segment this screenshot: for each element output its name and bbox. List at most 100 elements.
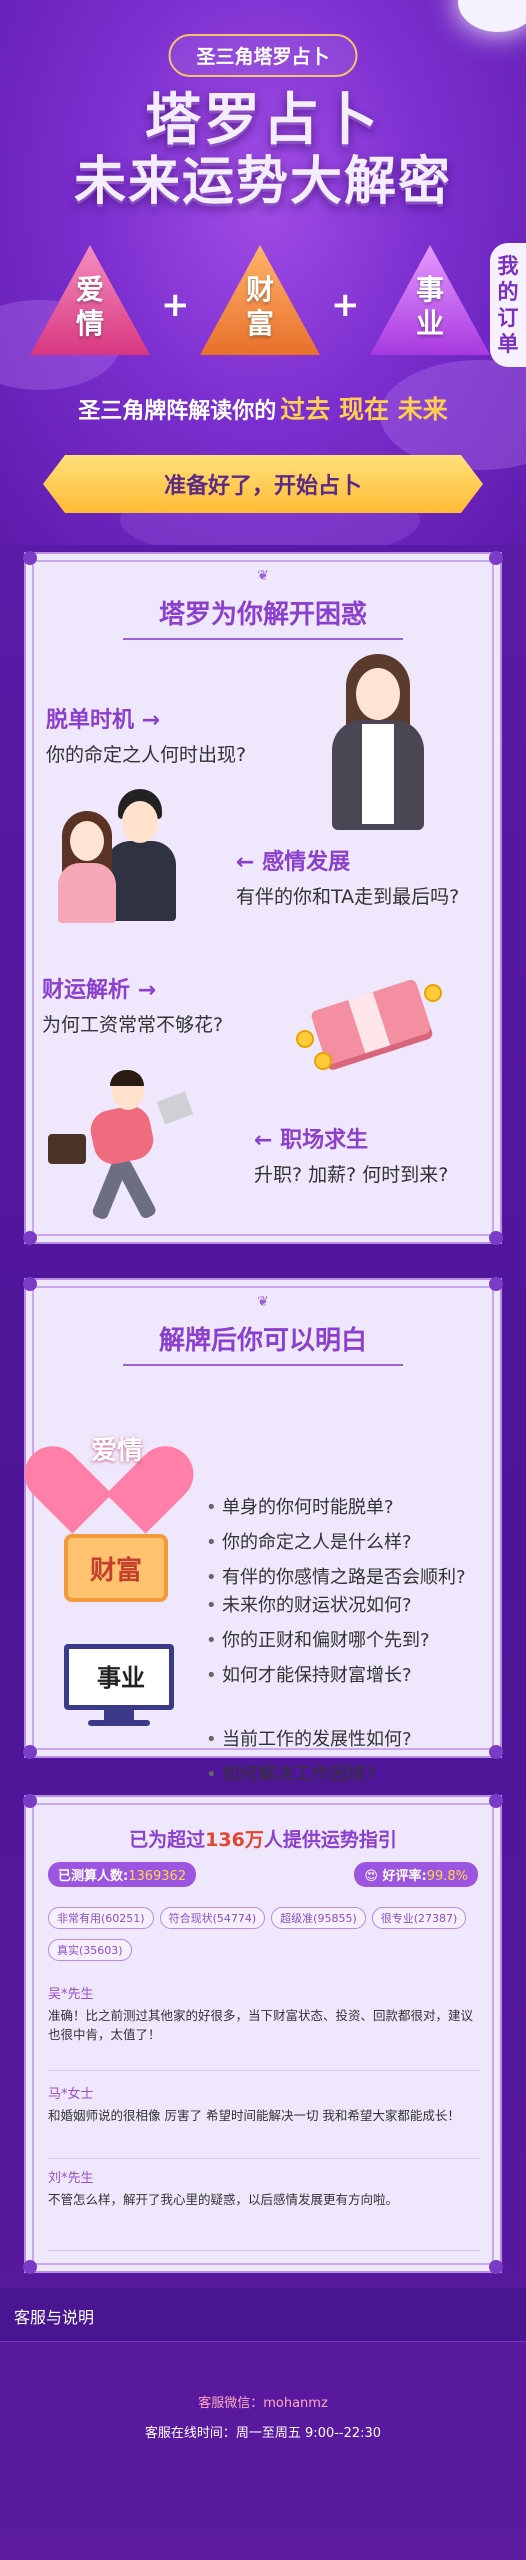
list-item: 你的命定之人是什么样? bbox=[206, 1525, 466, 1560]
runner-illustration bbox=[42, 1070, 212, 1224]
title-divider bbox=[123, 638, 403, 640]
list-item: 你的正财和偏财哪个先到? bbox=[206, 1623, 430, 1658]
title-ornament-icon: ❦ bbox=[257, 568, 269, 584]
corner-ornament bbox=[23, 2260, 37, 2274]
list-item: 如何解决工作困境? bbox=[206, 1757, 448, 1792]
title-divider bbox=[123, 1364, 403, 1366]
heart-icon-label: 爱情 bbox=[90, 1436, 143, 1466]
my-orders-tab[interactable]: 我的订单 bbox=[490, 243, 526, 367]
love-feature: 爱情 单身的你何时能脱单? 你的命定之人是什么样? 有伴的你感情之路是否会顺利? bbox=[13, 1398, 500, 1595]
service-info-link[interactable]: 客服与说明 bbox=[0, 2288, 526, 2342]
corner-ornament bbox=[489, 1745, 503, 1759]
tested-count-badge: 已测算人数:1369362 bbox=[48, 1862, 197, 1887]
corner-ornament bbox=[489, 2260, 503, 2274]
career-triangle-label: 事 业 bbox=[415, 273, 444, 340]
review-tag[interactable]: 超级准(95855) bbox=[271, 1907, 366, 1929]
hero-title-line1: 塔罗占卜 bbox=[145, 87, 381, 153]
stats-prefix: 已为超过 bbox=[129, 1829, 206, 1851]
review-text: 准确！比之前测过其他家的好很多，当下财富状态、投资、回款都很对，建议也很中肯，太… bbox=[48, 2008, 474, 2042]
topic-head: 脱单时机 → bbox=[46, 708, 161, 733]
wealth-triangle-label: 财 富 bbox=[245, 273, 274, 340]
tested-count-value: 1369362 bbox=[128, 1869, 187, 1884]
topic-head: ← 感情发展 bbox=[236, 850, 351, 875]
corner-ornament bbox=[489, 1794, 503, 1808]
topic-head: ← 职场求生 bbox=[254, 1128, 369, 1153]
list-item: 单身的你何时能脱单? bbox=[206, 1490, 466, 1525]
topic-desc: 你的命定之人何时出现? bbox=[46, 744, 247, 766]
hero-subtitle-prefix: 圣三角牌阵解读你的 bbox=[78, 399, 277, 424]
corner-ornament bbox=[23, 1745, 37, 1759]
hero-subtitle-highlight: 过去 现在 未来 bbox=[280, 395, 448, 424]
topic-desc: 为何工资常常不够花? bbox=[42, 1014, 224, 1036]
service-wechat: 客服微信：mohanmz bbox=[198, 2396, 328, 2411]
hero-tag: 圣三角塔罗占卜 bbox=[168, 34, 358, 77]
monitor-icon-label: 事业 bbox=[97, 1663, 145, 1692]
review-item: 马*女士 和婚姻师说的很相像 厉害了 希望时间能解决一切 我和希望大家都能成长！ bbox=[48, 2083, 480, 2159]
hero-subtitle: 圣三角牌阵解读你的 过去 现在 未来 bbox=[0, 390, 526, 426]
hero-title-line2: 未来运势大解密 bbox=[73, 151, 452, 213]
review-tag[interactable]: 很专业(27387) bbox=[371, 1907, 467, 1929]
topic-desc: 升职? 加薪? 何时到来? bbox=[254, 1164, 449, 1186]
insight-card: ❦ 解牌后你可以明白 爱情 单身的你何时能脱单? 你的命定之人是什么样? 有伴的… bbox=[13, 1277, 503, 1827]
reviewer-name: 吴*先生 bbox=[48, 1987, 94, 2002]
stats-headline: 已为超过136万人提供运势指引 bbox=[26, 1825, 500, 1852]
rating-value: 99.8% bbox=[426, 1869, 468, 1884]
review-text: 不管怎么样，解开了我心里的疑惑，以后感情发展更有方向啦。 bbox=[48, 2192, 399, 2207]
corner-ornament bbox=[489, 1231, 503, 1245]
corner-ornament bbox=[489, 1277, 503, 1291]
review-tag[interactable]: 非常有用(60251) bbox=[48, 1907, 154, 1929]
monitor-icon: 事业 bbox=[64, 1644, 178, 1730]
title-ornament-icon: ❦ bbox=[257, 1294, 269, 1310]
review-text: 和婚姻师说的很相像 厉害了 希望时间能解决一切 我和希望大家都能成长！ bbox=[48, 2108, 460, 2123]
moon-decoration bbox=[458, 0, 526, 32]
card1-title: 塔罗为你解开困惑 bbox=[158, 600, 367, 630]
start-reading-button[interactable]: 准备好了，开始占卜 bbox=[43, 455, 483, 513]
hero-title: 塔罗占卜 未来运势大解密 bbox=[0, 88, 526, 212]
review-tags: 非常有用(60251) 符合现状(54774) 超级准(95855) 很专业(2738… bbox=[48, 1907, 478, 1971]
stats-number: 136万 bbox=[205, 1829, 264, 1851]
topic-single: 脱单时机 → 你的命定之人何时出现? bbox=[46, 702, 246, 767]
corner-ornament bbox=[23, 1231, 37, 1245]
topic-relationship: ← 感情发展 有伴的你和TA走到最后吗? bbox=[236, 844, 459, 909]
service-hours: 客服在线时间：周一至周五 9:00--22:30 bbox=[144, 2426, 382, 2441]
love-questions: 单身的你何时能脱单? 你的命定之人是什么样? 有伴的你感情之路是否会顺利? bbox=[206, 1490, 466, 1595]
topic-head: 财运解析 → bbox=[42, 978, 157, 1003]
wealth-feature: 财富 未来你的财运状况如何? 你的正财和偏财哪个先到? 如何才能保持财富增长? bbox=[26, 1520, 500, 1693]
couple-illustration bbox=[50, 789, 190, 929]
love-triangle-label: 爱 情 bbox=[75, 273, 104, 340]
review-item: 吴*先生 准确！比之前测过其他家的好很多，当下财富状态、投资、回款都很对，建议也… bbox=[48, 1983, 480, 2071]
rating-label: 😍 好评率: bbox=[364, 1869, 427, 1884]
review-tag[interactable]: 符合现状(54774) bbox=[159, 1907, 266, 1929]
wallet-icon: 财富 bbox=[64, 1534, 168, 1602]
reviewer-name: 马*女士 bbox=[48, 2087, 94, 2102]
hero-banner: 圣三角塔罗占卜 塔罗占卜 未来运势大解密 爱 情 财 富 事 业 + + 我的订… bbox=[0, 0, 526, 545]
corner-ornament bbox=[23, 551, 37, 565]
money-illustration bbox=[296, 974, 456, 1074]
tested-count-label: 已测算人数: bbox=[58, 1869, 129, 1884]
career-feature: 事业 当前工作的发展性如何? 如何解决工作困境? 找工作或跳槽时机如何把握? bbox=[26, 1636, 500, 1827]
topic-wealth: 财运解析 → 为何工资常常不够花? bbox=[42, 972, 223, 1037]
triangle-cards: 爱 情 财 富 事 业 + + bbox=[30, 245, 490, 360]
list-item: 如何才能保持财富增长? bbox=[206, 1658, 430, 1693]
review-tag[interactable]: 真实(35603) bbox=[48, 1939, 132, 1961]
reviewer-name: 刘*先生 bbox=[48, 2171, 94, 2186]
stats-card: 已为超过136万人提供运势指引 已测算人数:1369362 😍 好评率:99.8… bbox=[23, 1794, 503, 2274]
card2-title: 解牌后你可以明白 bbox=[158, 1326, 367, 1356]
corner-ornament bbox=[489, 551, 503, 565]
stats-suffix: 人提供运势指引 bbox=[263, 1829, 397, 1851]
wallet-icon-label: 财富 bbox=[89, 1556, 142, 1586]
heart-icon: 爱情 bbox=[13, 1406, 205, 1534]
corner-ornament bbox=[23, 1794, 37, 1808]
review-item: 刘*先生 不管怎么样，解开了我心里的疑惑，以后感情发展更有方向啦。 bbox=[48, 2167, 480, 2251]
woman-illustration bbox=[326, 654, 430, 834]
topic-desc: 有伴的你和TA走到最后吗? bbox=[236, 886, 460, 908]
wealth-questions: 未来你的财运状况如何? 你的正财和偏财哪个先到? 如何才能保持财富增长? bbox=[206, 1588, 430, 1693]
corner-ornament bbox=[23, 1277, 37, 1291]
plus-sign: + bbox=[161, 285, 190, 325]
list-item: 有伴的你感情之路是否会顺利? bbox=[206, 1560, 466, 1595]
list-item: 未来你的财运状况如何? bbox=[206, 1588, 430, 1623]
plus-sign: + bbox=[331, 285, 360, 325]
topic-career: ← 职场求生 升职? 加薪? 何时到来? bbox=[254, 1122, 448, 1187]
confusion-card: ❦ 塔罗为你解开困惑 脱单时机 → 你的命定之人何时出现? ← 感情发展 有伴的… bbox=[23, 551, 503, 1245]
list-item: 当前工作的发展性如何? bbox=[206, 1722, 448, 1757]
